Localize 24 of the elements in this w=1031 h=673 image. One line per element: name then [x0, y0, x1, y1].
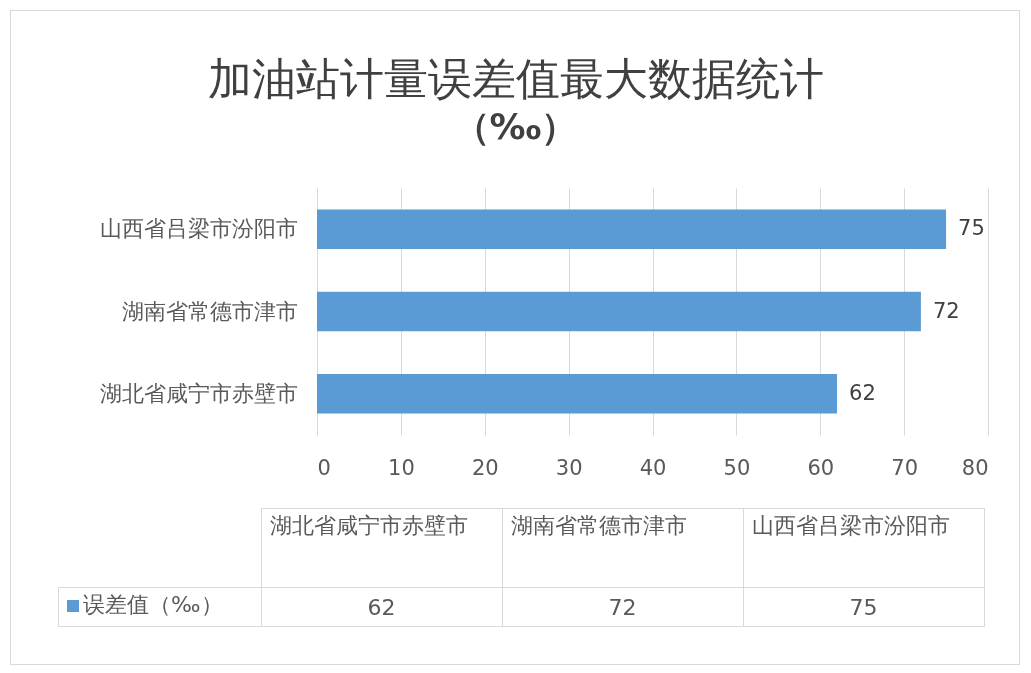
legend-label: 误差值（‰） — [58, 587, 261, 627]
category-label: 湖北省咸宁市赤壁市 — [269, 513, 468, 538]
chart-title: 加油站计量误差值最大数据统计 — [207, 53, 824, 104]
x-tick-label: 0 — [317, 455, 331, 480]
x-tick-label: 20 — [471, 455, 499, 480]
category-label: 湖南省常德市津市 — [510, 513, 687, 538]
data-label: 62 — [849, 380, 876, 405]
y-tick-label: 湖南省常德市津市 — [121, 298, 298, 324]
x-tick-label: 60 — [807, 455, 835, 480]
text: 62 — [367, 594, 396, 620]
text: 72 — [608, 594, 637, 620]
category-label: 山西省吕梁市汾阳市 — [751, 513, 950, 538]
x-tick-label: 80 — [961, 455, 989, 480]
x-tick-label: 50 — [723, 455, 751, 480]
text: 75 — [849, 594, 878, 620]
x-tick-label: 30 — [555, 455, 583, 480]
x-tick-label: 70 — [891, 455, 918, 480]
data-label: 75 — [958, 216, 985, 241]
chart-subtitle: （‰） — [453, 106, 578, 147]
x-tick-label: 10 — [388, 455, 415, 480]
y-tick-label: 山西省吕梁市汾阳市 — [99, 216, 298, 242]
x-tick-label: 40 — [639, 455, 667, 480]
y-tick-label: 湖北省咸宁市赤壁市 — [99, 380, 298, 406]
data-label: 72 — [932, 298, 960, 323]
